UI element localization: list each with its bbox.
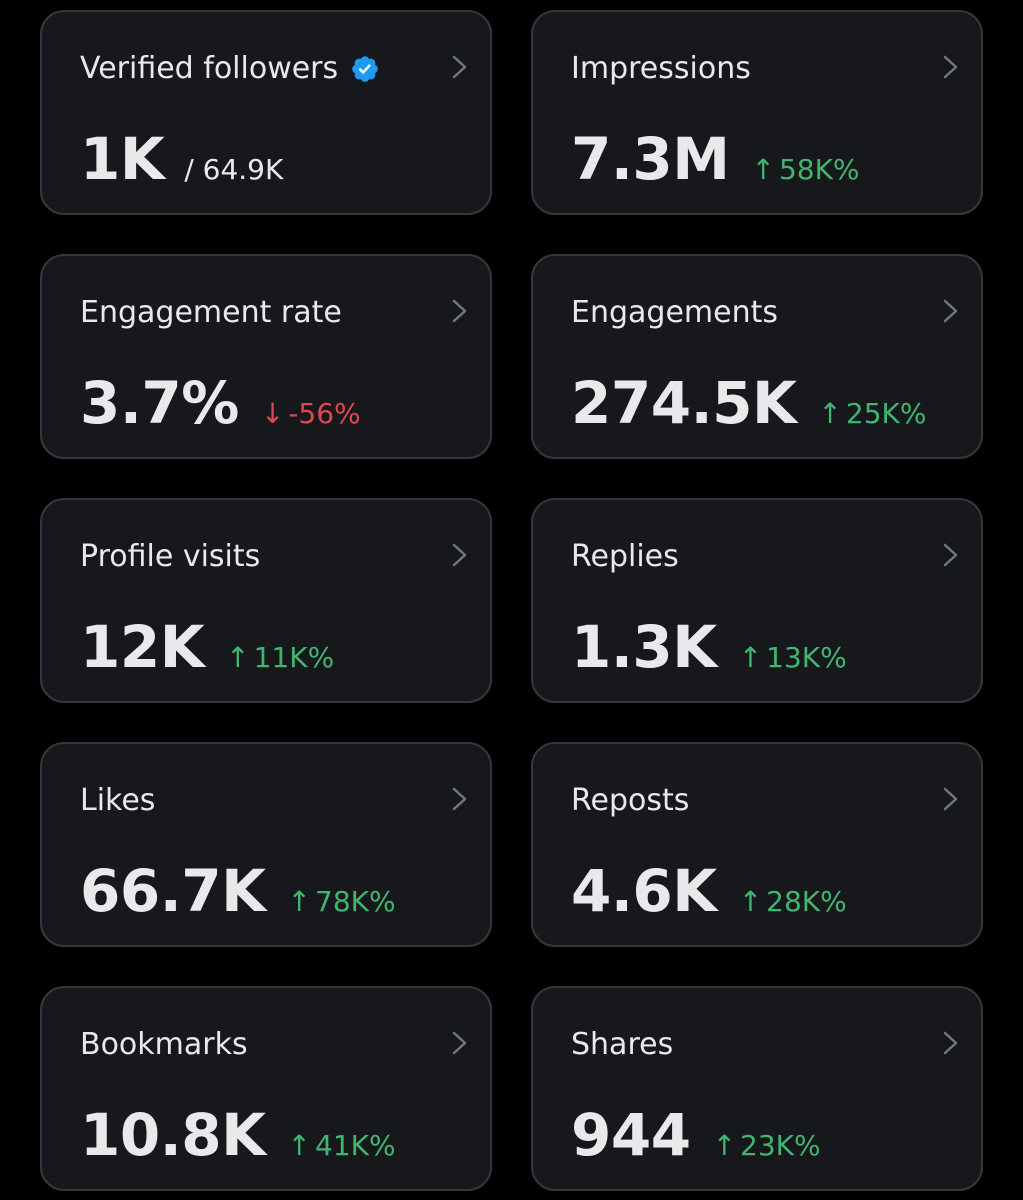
metric-value: 1K bbox=[80, 125, 165, 193]
metric-value: 944 bbox=[571, 1101, 691, 1169]
card-verified-followers[interactable]: Verified followers 1K / 64.9K bbox=[40, 10, 492, 215]
change-text: 78K% bbox=[315, 885, 396, 918]
change-text: -56% bbox=[288, 397, 361, 430]
card-title: Impressions bbox=[571, 51, 751, 86]
metrics-grid: Verified followers 1K / 64.9K Impression… bbox=[40, 10, 983, 1191]
metric-change: ↑ 58K% bbox=[751, 153, 859, 186]
chevron-right-icon[interactable] bbox=[941, 1028, 961, 1058]
arrow-up-icon: ↑ bbox=[751, 153, 775, 186]
change-text: 11K% bbox=[253, 641, 335, 674]
chevron-right-icon[interactable] bbox=[941, 52, 961, 82]
metric-change: ↑ 28K% bbox=[739, 885, 847, 918]
card-title: Likes bbox=[80, 783, 156, 818]
metric-total: / 64.9K bbox=[184, 153, 284, 186]
change-text: 25K% bbox=[845, 397, 927, 430]
card-title: Engagement rate bbox=[80, 295, 342, 330]
verified-badge-icon bbox=[352, 56, 378, 82]
metric-value: 10.8K bbox=[80, 1101, 266, 1169]
card-replies[interactable]: Replies 1.3K ↑ 13K% bbox=[531, 498, 983, 703]
card-engagement-rate[interactable]: Engagement rate 3.7% ↓ -56% bbox=[40, 254, 492, 459]
value-row: 7.3M ↑ 58K% bbox=[571, 124, 860, 194]
arrow-up-icon: ↑ bbox=[818, 397, 842, 430]
value-row: 10.8K ↑ 41K% bbox=[80, 1100, 396, 1170]
chevron-right-icon[interactable] bbox=[450, 296, 470, 326]
card-title: Engagements bbox=[571, 295, 778, 330]
metric-value: 3.7% bbox=[80, 369, 239, 437]
value-row: 3.7% ↓ -56% bbox=[80, 368, 361, 438]
chevron-right-icon[interactable] bbox=[450, 1028, 470, 1058]
chevron-right-icon[interactable] bbox=[450, 784, 470, 814]
card-title: Reposts bbox=[571, 783, 690, 818]
card-engagements[interactable]: Engagements 274.5K ↑ 25K% bbox=[531, 254, 983, 459]
chevron-right-icon[interactable] bbox=[450, 540, 470, 570]
value-row: 12K ↑ 11K% bbox=[80, 612, 334, 682]
metric-change: ↑ 23K% bbox=[713, 1129, 821, 1162]
chevron-right-icon[interactable] bbox=[941, 296, 961, 326]
card-title: Profile visits bbox=[80, 539, 261, 574]
chevron-right-icon[interactable] bbox=[450, 52, 470, 82]
chevron-right-icon[interactable] bbox=[941, 784, 961, 814]
arrow-up-icon: ↑ bbox=[226, 641, 250, 674]
value-row: 274.5K ↑ 25K% bbox=[571, 368, 926, 438]
metric-change: ↓ -56% bbox=[261, 397, 361, 430]
value-row: 1.3K ↑ 13K% bbox=[571, 612, 847, 682]
metric-change: ↑ 11K% bbox=[226, 641, 334, 674]
card-title-wrap: Verified followers bbox=[80, 50, 380, 88]
arrow-down-icon: ↓ bbox=[260, 397, 285, 430]
arrow-up-icon: ↑ bbox=[287, 1129, 312, 1162]
arrow-up-icon: ↑ bbox=[738, 641, 763, 674]
metric-value: 7.3M bbox=[571, 125, 730, 193]
value-row: 66.7K ↑ 78K% bbox=[80, 856, 396, 926]
card-title: Verified followers bbox=[80, 51, 339, 86]
change-text: 28K% bbox=[766, 885, 847, 918]
value-row: 4.6K ↑ 28K% bbox=[571, 856, 847, 926]
card-likes[interactable]: Likes 66.7K ↑ 78K% bbox=[40, 742, 492, 947]
arrow-up-icon: ↑ bbox=[738, 885, 763, 918]
metric-change: ↑ 41K% bbox=[288, 1129, 396, 1162]
arrow-up-icon: ↑ bbox=[287, 885, 312, 918]
chevron-right-icon[interactable] bbox=[941, 540, 961, 570]
metric-value: 12K bbox=[80, 613, 205, 681]
change-text: 23K% bbox=[740, 1129, 821, 1162]
metric-value: 66.7K bbox=[80, 857, 266, 925]
metric-change: ↑ 13K% bbox=[739, 641, 847, 674]
change-text: 13K% bbox=[766, 641, 847, 674]
arrow-up-icon: ↑ bbox=[712, 1129, 737, 1162]
card-title: Replies bbox=[571, 539, 679, 574]
card-impressions[interactable]: Impressions 7.3M ↑ 58K% bbox=[531, 10, 983, 215]
change-text: 58K% bbox=[778, 153, 860, 186]
change-text: 41K% bbox=[315, 1129, 396, 1162]
value-row: 944 ↑ 23K% bbox=[571, 1100, 821, 1170]
card-profile-visits[interactable]: Profile visits 12K ↑ 11K% bbox=[40, 498, 492, 703]
metric-value: 274.5K bbox=[571, 369, 797, 437]
metric-value: 1.3K bbox=[571, 613, 717, 681]
metric-change: ↑ 78K% bbox=[288, 885, 396, 918]
card-bookmarks[interactable]: Bookmarks 10.8K ↑ 41K% bbox=[40, 986, 492, 1191]
card-title: Shares bbox=[571, 1027, 674, 1062]
card-reposts[interactable]: Reposts 4.6K ↑ 28K% bbox=[531, 742, 983, 947]
metric-change: ↑ 25K% bbox=[818, 397, 926, 430]
card-title: Bookmarks bbox=[80, 1027, 248, 1062]
metric-value: 4.6K bbox=[571, 857, 717, 925]
value-row: 1K / 64.9K bbox=[80, 124, 283, 194]
card-shares[interactable]: Shares 944 ↑ 23K% bbox=[531, 986, 983, 1191]
